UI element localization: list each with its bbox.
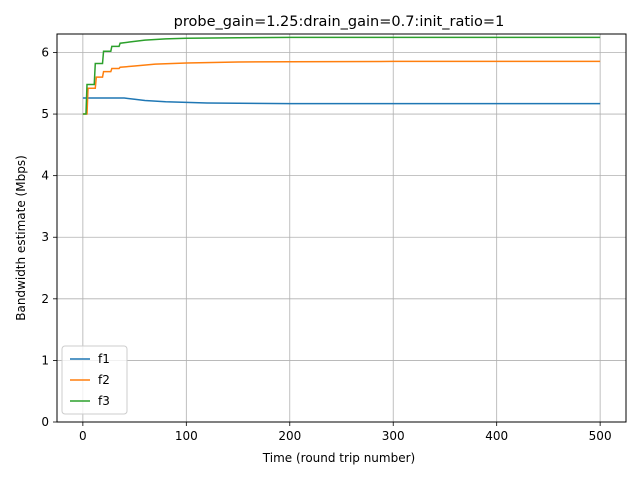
y-tick-label: 2 bbox=[41, 292, 49, 306]
legend-box bbox=[61, 345, 128, 415]
y-tick-label: 1 bbox=[41, 353, 49, 367]
x-tick-label: 300 bbox=[382, 429, 405, 443]
y-tick-label: 3 bbox=[41, 230, 49, 244]
x-tick-label: 400 bbox=[485, 429, 508, 443]
x-tick-label: 500 bbox=[589, 429, 612, 443]
x-tick-label: 0 bbox=[79, 429, 87, 443]
legend-label-f1: f1 bbox=[98, 352, 110, 366]
y-tick-label: 5 bbox=[41, 107, 49, 121]
chart-title: probe_gain=1.25:drain_gain=0.7:init_rati… bbox=[174, 14, 505, 30]
legend-label-f2: f2 bbox=[98, 373, 110, 387]
y-tick-label: 4 bbox=[41, 169, 49, 183]
x-tick-label: 100 bbox=[175, 429, 198, 443]
y-tick-label: 0 bbox=[41, 415, 49, 429]
series-lines bbox=[82, 36, 601, 115]
series-line-f1 bbox=[82, 97, 601, 105]
y-axis-title: Bandwidth estimate (Mbps) bbox=[14, 155, 28, 321]
grid bbox=[57, 34, 626, 423]
legend: f1 f2 f3 bbox=[61, 345, 128, 415]
y-tick-label: 6 bbox=[41, 45, 49, 59]
legend-label-f3: f3 bbox=[98, 394, 110, 408]
x-axis-title: Time (round trip number) bbox=[262, 451, 415, 465]
x-tick-label: 200 bbox=[278, 429, 301, 443]
plot-frame bbox=[56, 33, 627, 423]
series-line-f2 bbox=[82, 60, 601, 115]
x-axis: 0 100 200 300 400 500 bbox=[79, 422, 612, 443]
series-line-f3 bbox=[82, 36, 601, 115]
y-axis: 0 1 2 3 4 5 6 bbox=[41, 45, 57, 429]
